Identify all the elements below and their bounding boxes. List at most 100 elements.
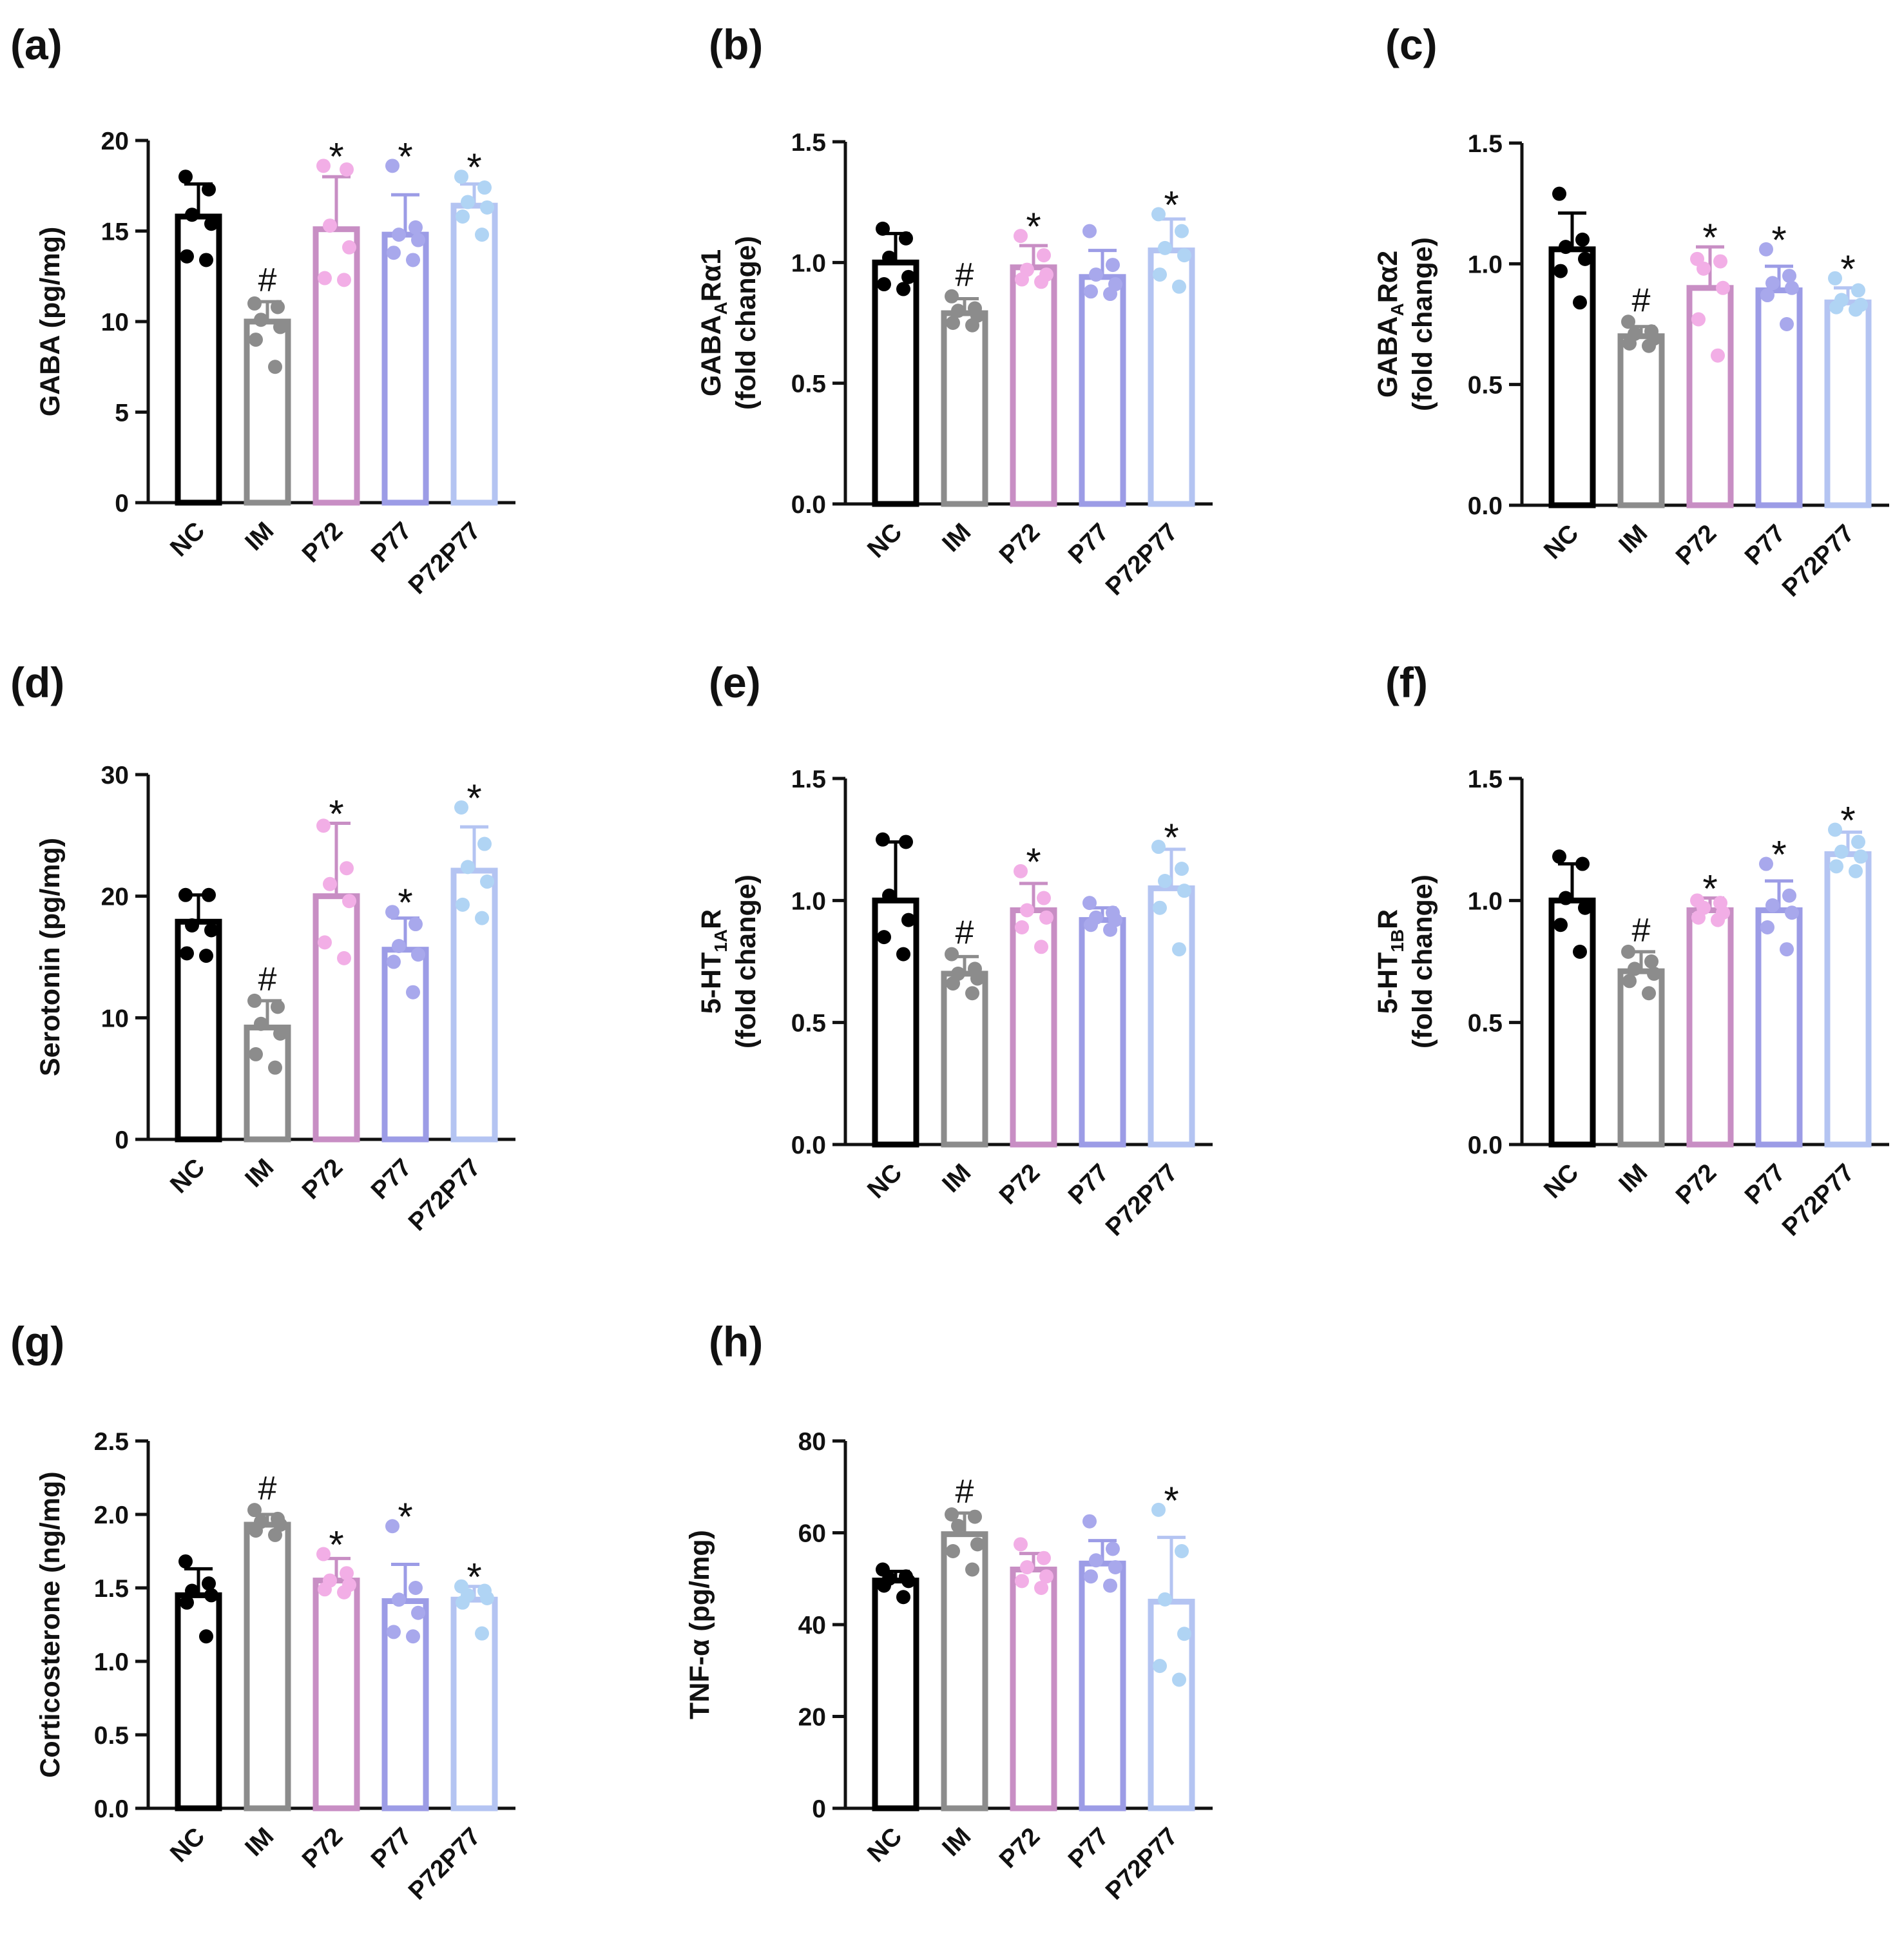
- y-tick-label: 1.5: [1468, 766, 1503, 793]
- data-point-P72P77: [1829, 300, 1843, 314]
- significance-star: *: [1702, 216, 1717, 259]
- data-point-P72: [1034, 1581, 1048, 1595]
- data-point-P77: [1759, 856, 1773, 871]
- y-tick-label: 1.0: [791, 887, 826, 915]
- data-point-IM: [254, 1016, 268, 1031]
- data-point-IM: [970, 1537, 985, 1552]
- y-tick-label: 0: [115, 1126, 129, 1154]
- y-axis-title-line2: (fold change): [731, 875, 762, 1048]
- significance-hash: #: [1632, 282, 1651, 319]
- data-point-IM: [273, 1026, 287, 1041]
- x-tick-label-P72: P72: [994, 1159, 1045, 1210]
- x-tick-label-IM: IM: [1613, 1159, 1653, 1198]
- data-point-NC: [882, 888, 896, 903]
- data-point-P72: [316, 159, 331, 173]
- x-tick-label-IM: IM: [937, 518, 976, 557]
- bar-P77: [1079, 274, 1126, 507]
- data-point-IM: [271, 300, 285, 314]
- data-point-P72P77: [1153, 1659, 1167, 1674]
- data-point-IM: [968, 1509, 982, 1524]
- data-point-P72P77: [461, 860, 475, 875]
- data-point-NC: [1578, 900, 1592, 915]
- data-point-P72P77: [475, 911, 489, 925]
- bar-NC: [175, 1592, 222, 1812]
- data-point-P72: [1037, 1551, 1051, 1565]
- data-point-P72: [1014, 864, 1028, 878]
- data-point-P72P77: [454, 169, 468, 184]
- significance-star: *: [1771, 833, 1786, 876]
- data-point-P72P77: [1158, 1592, 1172, 1607]
- data-point-P72: [1037, 248, 1051, 263]
- data-point-NC: [899, 231, 913, 246]
- data-point-P77: [1103, 1578, 1117, 1593]
- significance-star: *: [1164, 183, 1178, 226]
- data-point-IM: [1621, 314, 1635, 329]
- bar-IM: [244, 1522, 291, 1812]
- y-tick-label: 0.0: [1468, 1132, 1503, 1159]
- data-point-NC: [204, 1588, 218, 1603]
- data-point-NC: [899, 835, 913, 849]
- data-point-P72P77: [461, 195, 475, 209]
- data-point-P72P77: [1854, 849, 1868, 864]
- bar-P72P77: [1148, 247, 1195, 507]
- data-point-P77: [385, 159, 399, 173]
- data-point-P72: [1015, 1574, 1029, 1589]
- data-point-P72: [318, 271, 332, 285]
- y-title-subscript: 1A: [711, 929, 731, 952]
- y-tick-label: 0.5: [1468, 1010, 1503, 1038]
- data-point-P77: [385, 1519, 399, 1534]
- data-point-IM: [1644, 954, 1659, 969]
- data-point-NC: [199, 253, 213, 267]
- data-point-P77: [1103, 922, 1117, 937]
- data-point-NC: [1575, 856, 1590, 871]
- data-point-P77: [387, 1625, 401, 1639]
- x-tick-label-P77: P77: [1063, 518, 1114, 569]
- y-axis-title: 5-HT1AR: [696, 909, 731, 1014]
- data-point-IM: [268, 1527, 282, 1542]
- significance-star: *: [1026, 205, 1041, 248]
- y-title-subscript: 1B: [1387, 929, 1407, 952]
- data-point-P72P77: [1158, 240, 1172, 255]
- data-point-P72: [1020, 903, 1034, 918]
- data-point-IM: [951, 304, 965, 318]
- data-point-NC: [1552, 186, 1566, 201]
- data-point-IM: [1621, 944, 1635, 959]
- data-point-IM: [1622, 974, 1637, 989]
- data-point-P72P77: [1172, 942, 1186, 957]
- x-tick-label-P77: P77: [1063, 1159, 1114, 1210]
- x-tick-label-P72P77: P72P77: [1777, 1159, 1860, 1242]
- data-point-P72: [337, 951, 351, 965]
- bar-P72P77: [1824, 851, 1872, 1148]
- data-point-IM: [249, 1523, 263, 1538]
- significance-star: *: [398, 881, 412, 924]
- panel-label: (g): [10, 1318, 64, 1366]
- data-point-NC: [202, 887, 216, 902]
- data-point-P72P77: [1158, 874, 1172, 889]
- bar-P77: [1755, 907, 1803, 1148]
- data-point-NC: [202, 182, 216, 197]
- bar-P72P77: [1148, 885, 1195, 1148]
- bar-IM: [244, 1024, 291, 1143]
- data-point-P72: [316, 1547, 331, 1561]
- data-point-P72P77: [1177, 248, 1191, 263]
- data-point-NC: [1553, 918, 1568, 933]
- significance-hash: #: [258, 262, 277, 299]
- significance-hash: #: [258, 1470, 277, 1507]
- x-tick-label-P72: P72: [297, 517, 348, 568]
- data-point-NC: [876, 832, 890, 847]
- y-tick-label: 20: [798, 1704, 826, 1732]
- data-point-IM: [970, 971, 985, 986]
- y-title-subscript: A: [711, 302, 731, 314]
- y-axis-title: GABA (pg/mg): [35, 227, 66, 417]
- bar-NC: [872, 259, 919, 507]
- y-axis-title: TNF-α (pg/mg): [684, 1530, 715, 1719]
- chart-panel-7: (g) 0.0 0.5 1.0 1.5 2.0 2.5 Corticosterone (ng/…: [10, 1318, 515, 1906]
- bar-NC: [872, 1578, 919, 1812]
- data-point-P77: [409, 1581, 423, 1595]
- significance-star: *: [1026, 840, 1041, 884]
- bar-IM: [941, 971, 988, 1148]
- y-tick-label: 0.5: [94, 1722, 129, 1750]
- data-point-P72P77: [1851, 283, 1865, 298]
- data-point-P72: [1711, 913, 1725, 927]
